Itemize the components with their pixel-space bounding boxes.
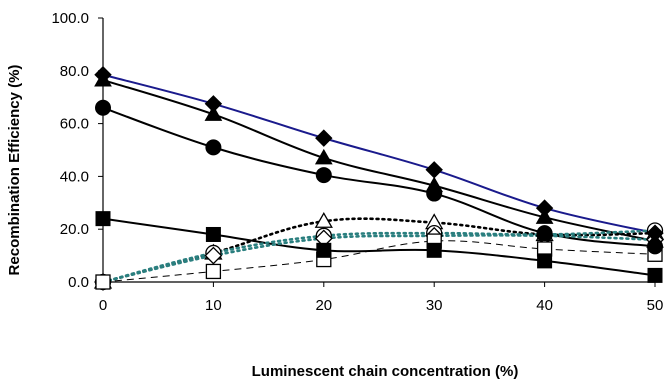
y-tick-label: 20.0 (60, 221, 89, 238)
x-tick-label: 10 (205, 297, 222, 314)
series-5-line (101, 229, 657, 284)
series-3-point (537, 253, 553, 269)
y-tick-label: 40.0 (60, 168, 89, 185)
x-tick-label: 50 (647, 297, 664, 314)
series-3-point (316, 242, 332, 258)
x-tick-label: 30 (426, 297, 443, 314)
series-1-point (314, 148, 333, 165)
series-1-point (94, 71, 112, 87)
series-7-point (205, 263, 222, 280)
series-3-line (102, 217, 656, 277)
y-tick-label: 60.0 (60, 116, 89, 133)
series-0-line (102, 73, 656, 235)
series-1-point (535, 208, 554, 224)
series-4-line (101, 217, 657, 284)
y-tick-label: 0.0 (68, 274, 89, 291)
series-2-point (426, 185, 443, 202)
x-tick-label: 20 (315, 297, 332, 314)
series-4-point (314, 211, 333, 228)
series-3-point (426, 242, 442, 258)
series-2-point (647, 238, 663, 255)
series-2-line (102, 106, 656, 248)
series-3-point (205, 226, 221, 242)
series-7-line (102, 240, 656, 283)
y-tick-label: 80.0 (60, 63, 89, 80)
axes: 0.0 20.0 40.0 60.0 80.0 100.0 0 10 20 30 40 50 (51, 10, 663, 314)
series-2-point (315, 167, 332, 184)
series-2-point (95, 99, 111, 116)
series-3-point (95, 211, 111, 227)
series-0-point (315, 129, 333, 147)
series-0-point (425, 161, 443, 179)
series-6-point (204, 246, 223, 265)
y-tick-label: 100.0 (51, 10, 89, 27)
x-axis-title: Luminescent chain concentration (%) (252, 363, 519, 380)
x-tick-label: 40 (536, 297, 553, 314)
y-axis-title: Recombination Efficiency (%) (6, 65, 23, 276)
series-2-point (205, 139, 222, 156)
series-1-point (204, 105, 223, 121)
series-layer (93, 66, 665, 291)
series-1-line (102, 79, 656, 243)
series-7-point (95, 274, 111, 290)
series-3-point (647, 267, 663, 283)
series-2-point (536, 225, 553, 242)
x-tick-label: 0 (99, 297, 107, 314)
